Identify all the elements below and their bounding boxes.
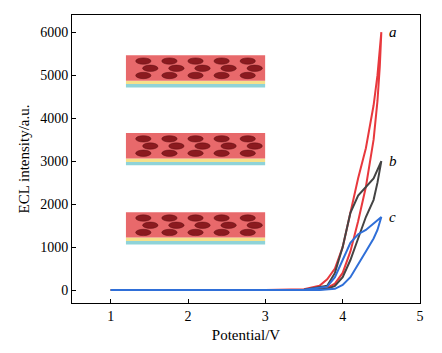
svg-text:1000: 1000	[40, 240, 68, 255]
svg-text:0: 0	[61, 283, 68, 298]
svg-text:1: 1	[107, 309, 114, 324]
svg-text:ECL intensity/a.u.: ECL intensity/a.u.	[16, 104, 32, 213]
svg-text:a: a	[389, 24, 397, 40]
svg-text:3: 3	[262, 309, 269, 324]
svg-text:Potential/V: Potential/V	[212, 327, 280, 343]
svg-text:2: 2	[185, 309, 192, 324]
svg-text:b: b	[389, 153, 397, 169]
svg-text:4: 4	[339, 309, 346, 324]
svg-text:5000: 5000	[40, 68, 68, 83]
svg-text:4000: 4000	[40, 111, 68, 126]
svg-text:c: c	[389, 209, 396, 225]
svg-text:2000: 2000	[40, 197, 68, 212]
svg-text:5: 5	[417, 309, 424, 324]
svg-text:6000: 6000	[40, 25, 68, 40]
svg-text:3000: 3000	[40, 154, 68, 169]
